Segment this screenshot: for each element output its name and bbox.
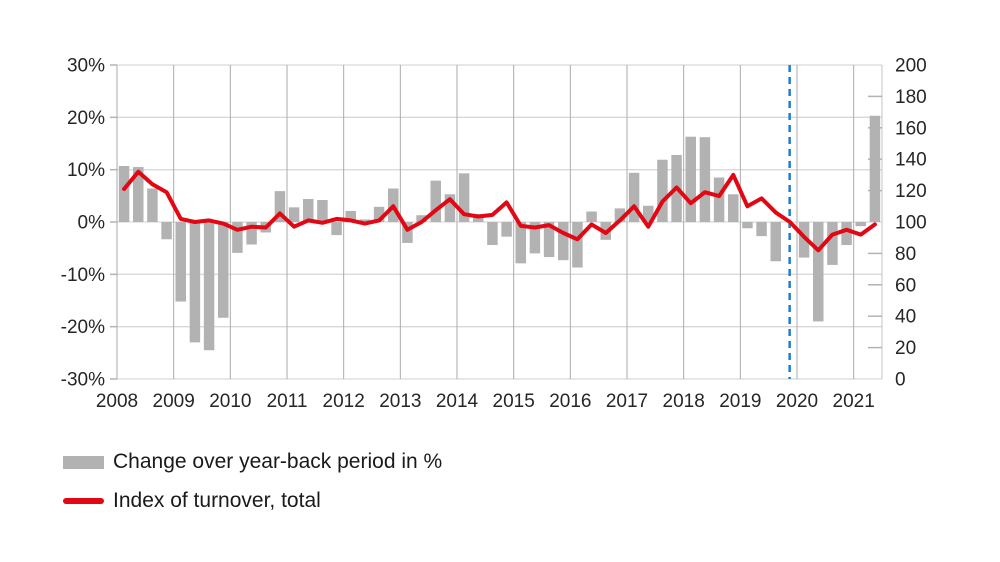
- change-bar: [529, 222, 541, 254]
- x-axis-label: 2017: [606, 391, 648, 412]
- change-bar: [841, 222, 852, 246]
- change-bar: [373, 206, 385, 222]
- change-bar: [728, 194, 739, 222]
- change-bar: [515, 222, 526, 264]
- change-bar: [487, 222, 498, 246]
- right-axis-label: 200: [895, 56, 927, 77]
- change-bar: [827, 222, 838, 265]
- change-bar: [855, 222, 866, 227]
- right-axis-label: 80: [895, 244, 916, 265]
- change-bar: [232, 222, 243, 253]
- right-axis-label: 120: [895, 181, 927, 202]
- change-bar: [756, 222, 767, 237]
- x-axis-label: 2008: [96, 391, 138, 412]
- change-bar: [643, 205, 654, 222]
- right-axis-label: 0: [895, 370, 906, 391]
- change-bar: [416, 215, 427, 222]
- chart-legend: Change over year-back period in % Index …: [63, 449, 442, 514]
- change-bar: [798, 222, 810, 258]
- change-bar: [869, 115, 881, 222]
- x-axis-label: 2020: [776, 391, 818, 412]
- change-bar: [813, 222, 824, 322]
- change-bar: [133, 167, 144, 222]
- right-axis-label: 40: [895, 307, 916, 328]
- left-axis-label: 20%: [67, 108, 105, 129]
- change-bar: [288, 207, 300, 222]
- right-axis-label: 160: [895, 118, 927, 139]
- change-bar: [303, 198, 314, 222]
- x-axis-label: 2014: [436, 391, 479, 412]
- left-axis-label: -30%: [61, 370, 105, 391]
- change-bar: [430, 180, 441, 222]
- change-bar: [628, 172, 640, 222]
- right-axis-label: 100: [895, 213, 927, 234]
- change-bar: [685, 136, 696, 222]
- change-bar: [713, 177, 725, 222]
- x-axis-label: 2011: [267, 391, 308, 412]
- change-bar: [118, 166, 130, 222]
- right-axis-label: 180: [895, 87, 927, 108]
- turnover-index-line: [122, 169, 877, 253]
- x-axis-label: 2010: [209, 391, 251, 412]
- legend-item-change: Change over year-back period in %: [63, 449, 442, 475]
- change-bar: [572, 222, 583, 268]
- legend-item-index: Index of turnover, total: [63, 488, 442, 514]
- left-axis-label: -10%: [61, 265, 105, 286]
- x-axis-label: 2018: [663, 391, 705, 412]
- change-bar: [458, 173, 470, 222]
- x-axis-label: 2021: [833, 391, 875, 412]
- turnover-chart: 30%20%10%0%-10%-20%-30%20018016014012010…: [61, 56, 927, 413]
- right-axis-label: 140: [895, 150, 927, 171]
- change-bar: [175, 222, 186, 302]
- change-bar: [246, 222, 257, 245]
- change-bar: [614, 208, 626, 222]
- x-axis-label: 2015: [493, 391, 535, 412]
- left-axis-label: 0%: [78, 213, 106, 234]
- change-bar: [203, 222, 215, 351]
- change-bar: [345, 211, 356, 222]
- left-axis-label: -20%: [61, 317, 105, 338]
- change-bar: [501, 222, 512, 237]
- change-bar: [317, 200, 328, 222]
- change-bar: [657, 159, 668, 222]
- x-axis-label: 2019: [719, 391, 761, 412]
- left-axis-label: 10%: [67, 160, 105, 181]
- change-bar: [359, 219, 371, 222]
- change-bar: [147, 188, 158, 222]
- change-bar: [161, 222, 172, 240]
- left-axis-label: 30%: [67, 56, 105, 77]
- change-bar: [543, 222, 555, 258]
- change-bar: [770, 222, 781, 262]
- x-axis-label: 2013: [379, 391, 421, 412]
- change-bar: [274, 191, 286, 222]
- change-bar: [331, 222, 342, 236]
- x-axis-label: 2012: [323, 391, 365, 412]
- change-bar: [558, 222, 569, 261]
- legend-label-change: Change over year-back period in %: [113, 450, 443, 473]
- right-axis-label: 60: [895, 275, 916, 296]
- change-bar: [586, 211, 597, 222]
- legend-label-index: Index of turnover, total: [113, 489, 321, 512]
- change-bar: [189, 222, 201, 343]
- bar-series-swatch: [63, 455, 104, 469]
- x-axis-label: 2016: [549, 391, 591, 412]
- change-bar: [402, 222, 413, 243]
- line-series-swatch: [63, 498, 104, 504]
- change-bar: [742, 222, 753, 229]
- change-bar: [444, 194, 456, 222]
- x-axis-label: 2009: [153, 391, 195, 412]
- change-bar: [699, 137, 711, 222]
- change-bar: [218, 222, 229, 318]
- right-axis-label: 20: [895, 338, 916, 359]
